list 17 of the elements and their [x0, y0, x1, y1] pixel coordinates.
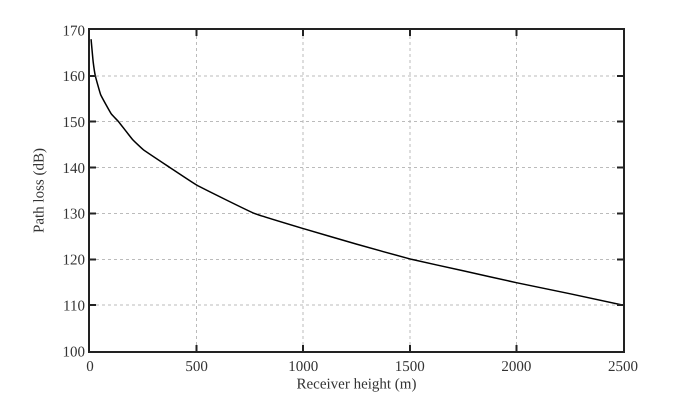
line-series: [90, 38, 623, 306]
x-tick-label: 1000: [288, 359, 318, 375]
y-tick-label: 150: [62, 114, 85, 131]
y-axis-title: Path loss (dB): [31, 148, 48, 234]
y-tick-label: 130: [62, 206, 85, 223]
y-tick-label: 140: [62, 160, 85, 177]
x-tick-label: 2000: [501, 359, 532, 375]
y-tick-label: 120: [62, 252, 85, 269]
y-tick-label: 100: [62, 344, 85, 360]
x-axis-title: Receiver height (m): [296, 376, 416, 392]
y-tick-label: 160: [62, 69, 85, 86]
x-tick-label: 0: [86, 359, 94, 375]
y-tick-label: 170: [62, 23, 85, 40]
x-tick-label: 2500: [608, 359, 638, 375]
x-tick-label: 1500: [394, 359, 425, 375]
y-tick-label: 110: [63, 298, 85, 314]
x-tick-label: 500: [185, 359, 208, 375]
